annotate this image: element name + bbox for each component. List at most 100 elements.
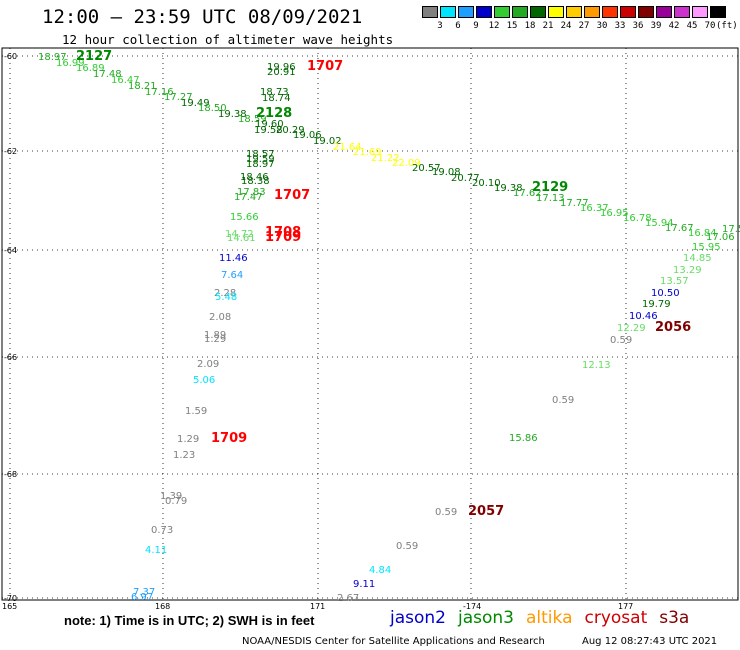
- wave-height-value: 0.59: [610, 335, 632, 346]
- wave-height-value: 21.22: [371, 153, 400, 164]
- legend-swatch: [440, 6, 456, 18]
- wave-height-value: 18.38: [241, 176, 270, 187]
- wave-height-value: 20.57: [412, 163, 441, 174]
- wave-height-value: 14.85: [683, 253, 712, 264]
- legend-bin-label: 39: [650, 21, 662, 31]
- wave-height-value: 7.64: [221, 270, 243, 281]
- wave-height-value: 17.06: [706, 232, 735, 243]
- wave-height-value: 19.59: [246, 154, 275, 165]
- wave-height-value: 19.96: [267, 62, 296, 73]
- wave-height-value: 1.29: [204, 334, 226, 345]
- wave-height-value: 14.72: [225, 229, 254, 240]
- wave-height-value: 0.59: [435, 507, 457, 518]
- legend-swatch: [422, 6, 438, 18]
- latitude-label: -64: [4, 246, 17, 255]
- legend-swatch: [494, 6, 510, 18]
- wave-height-value: 1.59: [185, 406, 207, 417]
- wave-height-value: 19.58: [254, 125, 283, 136]
- legend-unit: (ft): [716, 21, 738, 31]
- map-frame: [1, 47, 739, 601]
- wave-height-value: 19.02: [313, 136, 342, 147]
- wave-height-value: 7.37: [133, 587, 155, 598]
- wave-height-value: 16.47: [111, 75, 140, 86]
- wave-height-value: 17.83: [237, 187, 266, 198]
- satellite-legend: jason2 jason3 altika cryosat s3a: [390, 608, 701, 628]
- wave-height-value: 9.11: [353, 579, 375, 590]
- legend-bin-label: 18: [524, 21, 536, 31]
- wave-height-value: 20.77: [451, 173, 480, 184]
- wave-height-value: 16.84: [688, 228, 717, 239]
- wave-height-value: 2.67: [337, 593, 359, 604]
- observation-labels: 18.9716.9916.8917.4816.4718.2117.1617.27…: [38, 52, 740, 604]
- pass-time-label: 2129: [532, 180, 568, 195]
- legend-swatch: [530, 6, 546, 18]
- wave-height-value: 2.08: [209, 312, 231, 323]
- wave-height-value: 19.49: [181, 98, 210, 109]
- legend-swatch: [458, 6, 474, 18]
- wave-height-value: 17.48: [93, 69, 122, 80]
- wave-height-value: 11.46: [219, 253, 248, 264]
- wave-height-value: 17.27: [164, 92, 193, 103]
- wave-height-value: 15.66: [230, 212, 259, 223]
- wave-height-value: 22.09: [392, 158, 421, 169]
- wave-height-value: 18.97: [246, 159, 275, 170]
- wave-height-value: 20.10: [472, 178, 501, 189]
- satellite-name: jason2: [390, 608, 446, 628]
- wave-height-value: 17.13: [536, 193, 565, 204]
- pass-time-label: 1707: [274, 188, 310, 203]
- legend-bin-label: 45: [686, 21, 698, 31]
- latitude-label: -60: [4, 52, 17, 61]
- pass-time-label: 2127: [76, 49, 112, 64]
- wave-height-value: 18.50: [198, 103, 227, 114]
- wave-height-value: 10.46: [629, 311, 658, 322]
- latitude-label: -66: [4, 353, 17, 362]
- map-subtitle: 12 hour collection of altimeter wave hei…: [62, 32, 394, 47]
- wave-height-value: 12.29: [617, 323, 646, 334]
- legend-swatch: [512, 6, 528, 18]
- wave-height-value: 19.38: [218, 109, 247, 120]
- wave-height-value: 14.61: [227, 233, 256, 244]
- wave-height-value: 19.60: [255, 119, 284, 130]
- legend-bin-label: 27: [578, 21, 590, 31]
- pass-time-label: 1709: [211, 431, 247, 446]
- wave-height-value: 15.95: [692, 242, 721, 253]
- wave-height-value: 19.06: [293, 130, 322, 141]
- map-title: 12:00 – 23:59 UTC 08/09/2021: [42, 6, 363, 28]
- longitude-label: 168: [155, 602, 170, 610]
- wave-height-value: 21.64: [333, 142, 362, 153]
- legend-bin-label: 36: [632, 21, 644, 31]
- wave-height-value: 16.89: [76, 63, 105, 74]
- wave-height-value: 1.39: [160, 491, 182, 502]
- latitude-label: -68: [4, 470, 17, 479]
- wave-height-value: 17.53: [722, 224, 740, 235]
- wave-height-value: 20.29: [276, 125, 305, 136]
- wave-height-value: 17.77: [560, 198, 589, 209]
- wave-height-value: 4.11: [145, 545, 167, 556]
- pass-time-label: 2056: [655, 320, 691, 335]
- generation-timestamp: Aug 12 08:27:43 UTC 2021: [582, 636, 718, 647]
- wave-height-value: 1.29: [177, 434, 199, 445]
- pass-time-label: 1709: [265, 230, 301, 245]
- wave-height-value: 5.06: [193, 375, 215, 386]
- legend-bin-label: 21: [542, 21, 554, 31]
- legend-swatch: [638, 6, 654, 18]
- legend-swatch: [692, 6, 708, 18]
- wave-height-value: 17.16: [145, 87, 174, 98]
- wave-height-value: 17.62: [513, 188, 542, 199]
- wave-height-value: 13.29: [673, 265, 702, 276]
- wave-height-value: 19.08: [432, 167, 461, 178]
- wave-height-value: 10.50: [651, 288, 680, 299]
- legend-bin-label: 3: [437, 21, 443, 31]
- longitude-label: 171: [310, 602, 325, 610]
- wave-height-value: 19.38: [494, 183, 523, 194]
- wave-height-value: 21.69: [353, 147, 382, 158]
- wave-height-value: 1.89: [204, 330, 226, 341]
- wave-height-value: 19.79: [642, 299, 671, 310]
- longitude-label: 165: [2, 602, 17, 610]
- legend-swatch: [584, 6, 600, 18]
- legend-swatch: [620, 6, 636, 18]
- wave-height-value: 13.57: [660, 276, 689, 287]
- footer-note: note: 1) Time is in UTC; 2) SWH is in fe…: [64, 613, 315, 628]
